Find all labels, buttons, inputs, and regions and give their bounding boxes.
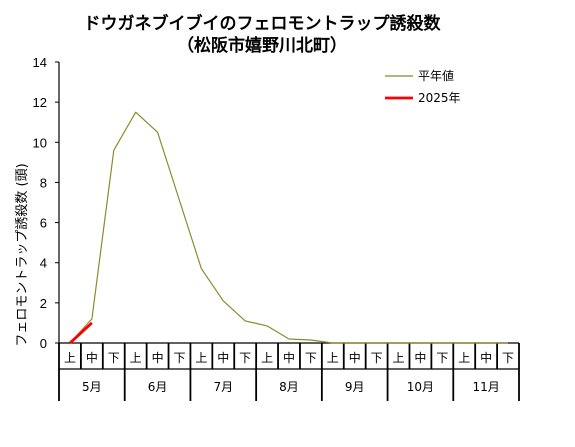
month-label: 10月 bbox=[407, 380, 434, 394]
month-row: 5月 6月 7月 8月 9月 10月 11月 bbox=[58, 369, 520, 401]
x-tick-label: 下 bbox=[436, 351, 448, 365]
month-label: 5月 bbox=[82, 380, 102, 394]
x-tick-label: 上 bbox=[458, 351, 470, 365]
x-tick-label: 下 bbox=[305, 351, 317, 365]
x-tick-label: 上 bbox=[195, 351, 207, 365]
legend-label: 平年値 bbox=[418, 68, 454, 83]
y-tick-label: 4 bbox=[40, 256, 47, 271]
chart-subtitle: （松阪市嬉野川北町） bbox=[177, 35, 347, 56]
y-tick-label: 2 bbox=[40, 296, 47, 311]
x-tick-label: 下 bbox=[371, 351, 383, 365]
x-tick-label: 下 bbox=[108, 351, 120, 365]
y-tick-label: 0 bbox=[40, 336, 47, 351]
x-tick-label: 上 bbox=[261, 351, 273, 365]
month-label: 6月 bbox=[148, 380, 168, 394]
x-tick-label: 上 bbox=[327, 351, 339, 365]
x-tick-label: 下 bbox=[502, 351, 514, 365]
series-lines bbox=[69, 111, 508, 345]
month-label: 7月 bbox=[213, 380, 233, 394]
x-tick-label: 中 bbox=[349, 350, 361, 365]
legend-label: 2025年 bbox=[418, 91, 461, 105]
month-label: 11月 bbox=[473, 380, 500, 394]
x-tick-label: 下 bbox=[173, 351, 185, 365]
series-line bbox=[69, 321, 93, 345]
chart-title: ドウガネブイブイのフェロモントラップ誘殺数 bbox=[84, 13, 442, 34]
x-tick-label: 中 bbox=[283, 350, 295, 365]
x-category-row: 上中下上中下上中下上中下上中下上中下上中下 bbox=[58, 343, 520, 370]
x-tick-label: 中 bbox=[217, 350, 229, 365]
y-tick-label: 10 bbox=[33, 135, 47, 150]
x-tick-label: 上 bbox=[64, 351, 76, 365]
y-tick-label: 14 bbox=[33, 55, 47, 70]
x-tick-label: 上 bbox=[393, 351, 405, 365]
y-ticks: 0 2 4 6 8 10 12 14 bbox=[33, 55, 59, 351]
month-label: 8月 bbox=[279, 380, 299, 394]
month-label: 9月 bbox=[345, 380, 365, 394]
y-axis-label: フェロモントラップ誘殺数 (頭) bbox=[15, 163, 30, 346]
legend: 平年値 2025年 bbox=[385, 68, 461, 105]
series-line bbox=[69, 111, 508, 344]
y-tick-label: 12 bbox=[33, 95, 47, 110]
x-tick-label: 下 bbox=[239, 351, 251, 365]
x-tick-label: 中 bbox=[414, 350, 426, 365]
x-tick-label: 中 bbox=[152, 350, 164, 365]
y-tick-label: 6 bbox=[40, 216, 47, 231]
y-tick-label: 8 bbox=[40, 175, 47, 190]
x-tick-label: 中 bbox=[86, 350, 98, 365]
x-tick-label: 上 bbox=[130, 351, 142, 365]
x-tick-label: 中 bbox=[480, 350, 492, 365]
